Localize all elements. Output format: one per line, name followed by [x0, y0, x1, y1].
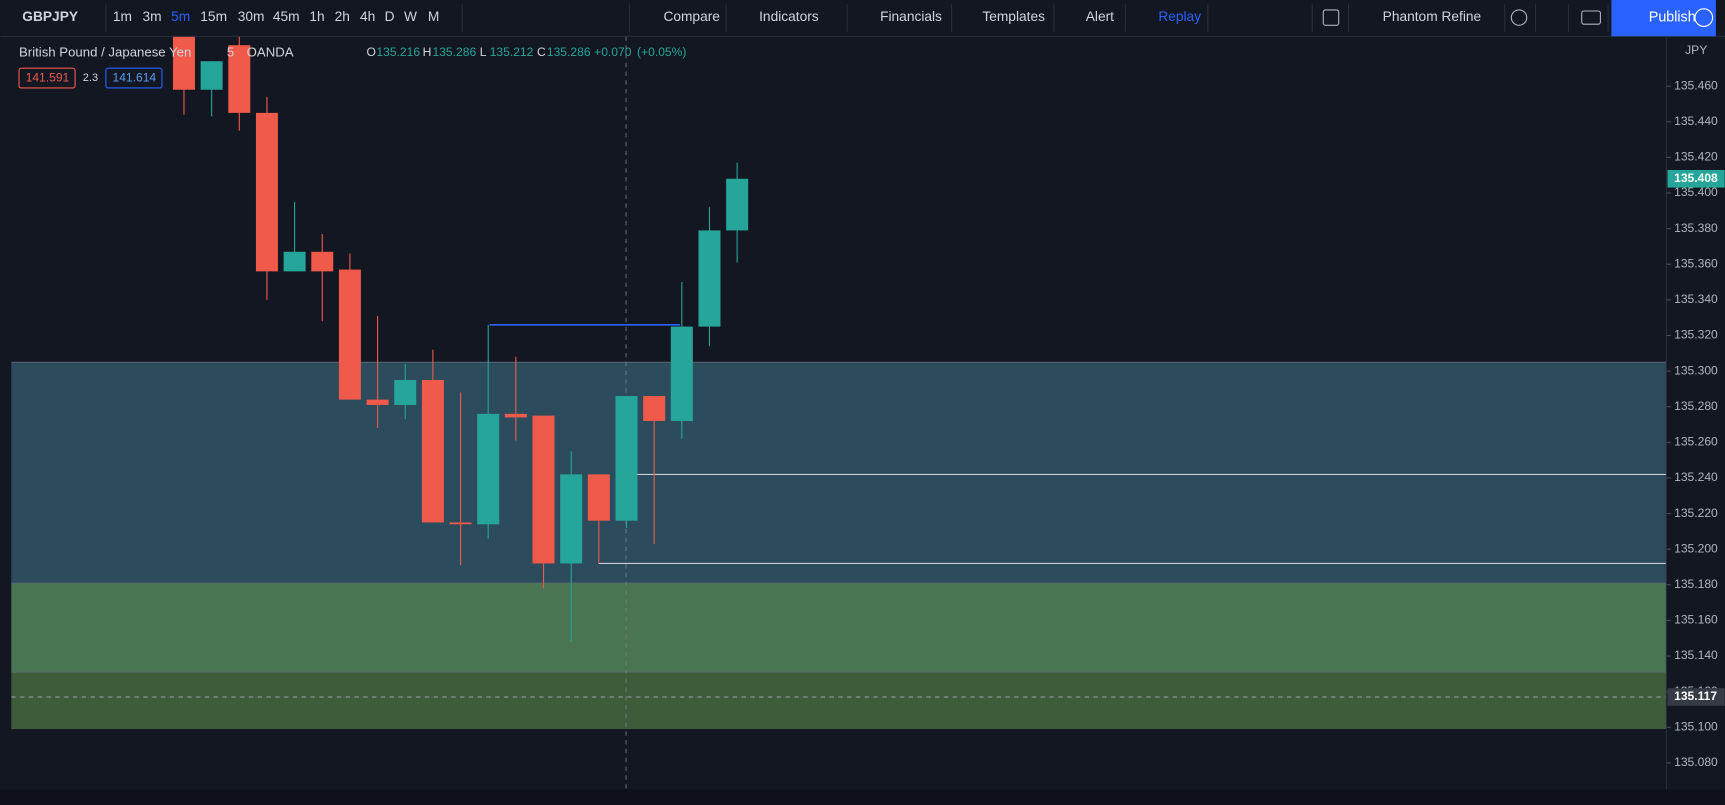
candle-body [283, 251, 306, 272]
candle-body [311, 251, 334, 272]
symbol-name: British Pound / Japanese Yen [19, 44, 191, 59]
y-tick-label: 135.240 [1674, 470, 1718, 484]
interval[interactable]: M [428, 9, 439, 24]
candle-body [421, 380, 444, 523]
interval[interactable]: 3m [143, 9, 162, 24]
layout-name[interactable]: Phantom Refine [1383, 9, 1482, 24]
symbol[interactable]: GBPJPY [22, 9, 78, 24]
ohlc-value: 135.286 [433, 45, 477, 59]
candle-body [615, 396, 638, 521]
snapshot-icon[interactable] [1581, 10, 1601, 25]
toolbar-button[interactable]: Replay [1158, 9, 1201, 24]
candle-body [172, 32, 195, 90]
toolbar-button[interactable]: Compare [663, 9, 720, 24]
change-pct: (+0.05%) [637, 45, 686, 59]
candle-body [726, 178, 749, 231]
toolbar-button[interactable]: Templates [982, 9, 1045, 24]
y-tick-label: 135.320 [1674, 328, 1718, 342]
y-tick-label: 135.140 [1674, 648, 1718, 662]
candle-body [587, 474, 610, 521]
crosshair-tag [1667, 688, 1725, 706]
ohlc-label: H [423, 45, 432, 59]
candle-body [228, 45, 251, 113]
publish-button[interactable] [1611, 0, 1716, 37]
currency: JPY [1685, 43, 1707, 57]
y-tick-label: 135.300 [1674, 363, 1718, 377]
y-tick-label: 135.160 [1674, 613, 1718, 627]
y-tick-label: 135.400 [1674, 185, 1718, 199]
legend-interval: 5 [227, 44, 234, 59]
y-tick-label: 135.200 [1674, 541, 1718, 555]
toolbar-button[interactable]: Financials [880, 9, 942, 24]
interval[interactable]: 30m [238, 9, 265, 24]
candle-body [394, 380, 417, 405]
candle-body [643, 396, 666, 421]
interval[interactable]: 2h [335, 9, 350, 24]
sell-box[interactable] [18, 67, 76, 89]
legend-exchange: OANDA [247, 44, 294, 59]
toolbar [0, 0, 1725, 37]
candle-body [449, 522, 472, 525]
ohlc-label: O [367, 45, 376, 59]
interval[interactable]: 1m [113, 9, 132, 24]
ohlc-label: L [480, 45, 487, 59]
candle-body [560, 474, 583, 564]
candle-body [477, 413, 500, 525]
candle-body [698, 230, 721, 327]
buy-price[interactable]: 141.614 [112, 70, 156, 84]
candle-body [255, 112, 278, 272]
icon[interactable] [1322, 9, 1340, 26]
buy-box[interactable] [105, 67, 163, 89]
spread: 2.3 [83, 72, 98, 84]
interval[interactable]: D [385, 9, 395, 24]
ohlc-value: 135.286 [547, 45, 591, 59]
candle-body [532, 415, 555, 564]
interval[interactable]: 45m [273, 9, 300, 24]
y-tick-label: 135.380 [1674, 221, 1718, 235]
ohlc-label: C [537, 45, 546, 59]
y-tick-label: 135.180 [1674, 577, 1718, 591]
play-icon[interactable] [1694, 8, 1714, 27]
candle-body [366, 399, 389, 405]
toolbar-button[interactable]: Alert [1086, 9, 1114, 24]
candle-body [200, 61, 223, 90]
candle-body [670, 326, 693, 421]
last-price: 135.408 [1674, 171, 1718, 185]
y-tick-label: 135.340 [1674, 292, 1718, 306]
sell-price[interactable]: 141.591 [26, 70, 70, 84]
zone [11, 362, 1667, 584]
interval[interactable]: 15m [200, 9, 227, 24]
footer [0, 789, 1725, 805]
y-tick-label: 135.220 [1674, 506, 1718, 520]
plot-area [11, 32, 1667, 790]
y-tick-label: 135.440 [1674, 114, 1718, 128]
candle-body [504, 413, 527, 418]
y-tick-label: 135.360 [1674, 256, 1718, 270]
last-price-tag [1667, 169, 1725, 188]
ohlc-value: 135.216 [376, 45, 420, 59]
y-tick-label: 135.260 [1674, 435, 1718, 449]
ohlc-value: 135.212 [490, 45, 534, 59]
change: +0.070 [594, 45, 632, 59]
interval[interactable]: W [404, 9, 417, 24]
toolbar-button[interactable]: Indicators [759, 9, 819, 24]
interval[interactable]: 5m [171, 9, 190, 24]
zone [11, 672, 1667, 730]
settings-icon[interactable] [1510, 9, 1528, 26]
y-tick-label: 135.080 [1674, 755, 1718, 769]
y-tick-label: 135.460 [1674, 78, 1718, 92]
candle-body [338, 269, 361, 400]
y-tick-label: 135.420 [1674, 150, 1718, 164]
y-tick-label: 135.280 [1674, 399, 1718, 413]
interval[interactable]: 1h [309, 9, 324, 24]
zone [11, 583, 1667, 673]
y-tick-label: 135.100 [1674, 719, 1718, 733]
crosshair-price: 135.117 [1674, 689, 1717, 703]
interval[interactable]: 4h [360, 9, 375, 24]
publish-label[interactable]: Publish [1649, 9, 1696, 25]
